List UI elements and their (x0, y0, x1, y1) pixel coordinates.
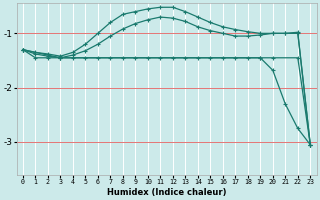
X-axis label: Humidex (Indice chaleur): Humidex (Indice chaleur) (107, 188, 226, 197)
